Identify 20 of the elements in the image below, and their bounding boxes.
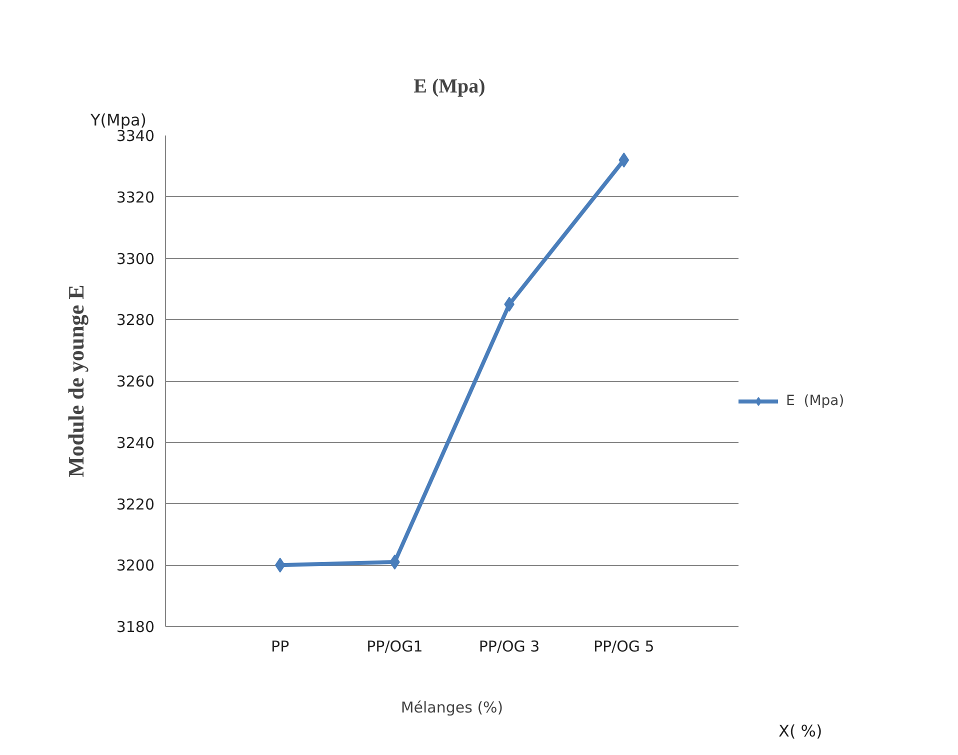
y-tick-label: 3300 [116, 250, 155, 268]
text: Y(Mpa) [90, 110, 147, 130]
y-tick-label: 3320 [116, 188, 155, 206]
y-tick-label: 3200 [116, 556, 155, 575]
chart-title: E (Mpa) [414, 76, 486, 98]
x-tick-label: PP [271, 638, 290, 656]
x-tick-label: PP/OG 3 [478, 638, 540, 656]
y-tick-label: 3220 [116, 495, 155, 514]
y-axis-title: Module de younge E [63, 284, 88, 478]
y-tick-label: 3180 [116, 618, 155, 636]
x-axis-title: Mélanges (%) [400, 698, 504, 716]
y-tick-label: 3260 [116, 372, 155, 390]
x-tick-label: PP/OG 5 [593, 638, 654, 656]
legend-label: E (Mpa) [786, 393, 844, 409]
y-tick-label: 3280 [116, 311, 155, 330]
x-tick-label: PP/OG1 [366, 638, 423, 656]
point [618, 152, 630, 168]
point [274, 558, 286, 573]
text: X( %) [778, 722, 822, 740]
y-tick-label: 3240 [116, 434, 155, 452]
